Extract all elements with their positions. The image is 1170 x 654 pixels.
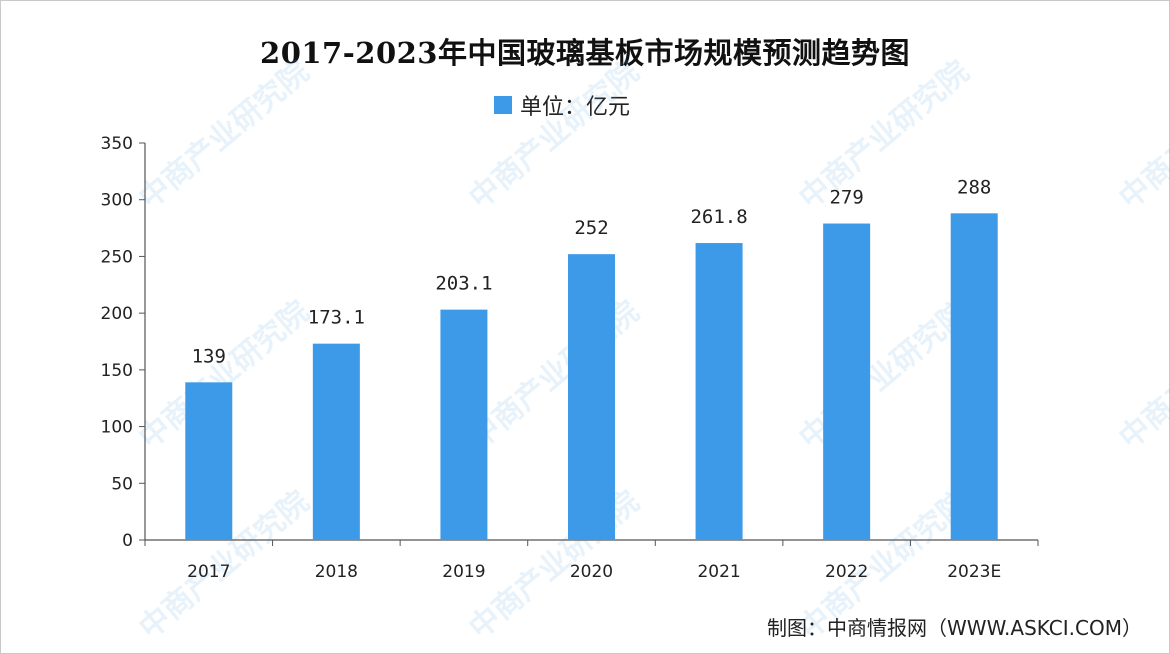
data-label-2020: 252 <box>574 217 608 239</box>
x-tick-label-2022: 2022 <box>825 562 868 582</box>
bar-2022 <box>823 223 871 540</box>
watermark-text: 中商产业研究院 <box>463 484 646 646</box>
bar-2021 <box>695 243 743 540</box>
data-label-2021: 261.8 <box>690 206 747 228</box>
y-tick-label: 350 <box>101 134 133 154</box>
chart-title: 2017-2023年中国玻璃基板市场规模预测趋势图 <box>260 36 910 70</box>
legend-label: 单位：亿元 <box>520 95 631 120</box>
watermark-text: 中商产业研究院 <box>463 54 646 216</box>
legend: 单位：亿元 <box>494 90 630 120</box>
y-tick-label: 50 <box>111 474 133 494</box>
watermark-text: 中商产业研究院 <box>1113 54 1170 216</box>
bar-2019 <box>440 309 488 540</box>
data-label-2022: 279 <box>829 187 863 209</box>
x-tick-label-2018: 2018 <box>315 562 358 582</box>
axis-layer: 0 50 100 150 200 250 300 350 <box>101 134 1039 551</box>
x-tick-label-2023E: 2023E <box>947 562 1001 582</box>
watermark-text: 中商产业研究院 <box>1113 294 1170 456</box>
bar-layer <box>185 213 998 540</box>
data-label-2017: 139 <box>192 345 226 367</box>
legend-swatch <box>494 96 512 114</box>
watermark-text: 中商产业研究院 <box>793 294 976 456</box>
label-layer: 139 2017 173.1 2018 203.1 2019 252 2020 261.8 202… <box>187 176 1001 582</box>
y-tick-label: 300 <box>101 191 133 211</box>
y-tick-label: 0 <box>122 531 133 551</box>
y-tick-label: 100 <box>101 418 133 438</box>
y-tick-label: 200 <box>101 304 133 324</box>
watermark-text: 中商产业研究院 <box>133 54 316 216</box>
bar-2023E <box>950 213 998 540</box>
x-tick-label-2017: 2017 <box>187 562 230 582</box>
bar-2018 <box>312 343 360 540</box>
data-label-2018: 173.1 <box>308 307 365 329</box>
watermark-text: 中商产业研究院 <box>793 54 976 216</box>
y-tick-label: 150 <box>101 361 133 381</box>
bar-2017 <box>185 382 233 540</box>
data-label-2019: 203.1 <box>435 273 492 295</box>
source-caption: 制图：中商情报网（WWW.ASKCI.COM） <box>767 616 1142 640</box>
watermark-text: 中商产业研究院 <box>463 294 646 456</box>
y-tick-label: 250 <box>101 247 133 267</box>
x-tick-label-2019: 2019 <box>442 562 485 582</box>
x-tick-label-2020: 2020 <box>570 562 613 582</box>
bar-2020 <box>568 254 615 540</box>
x-tick-label-2021: 2021 <box>697 562 740 582</box>
data-label-2023E: 288 <box>957 176 991 198</box>
